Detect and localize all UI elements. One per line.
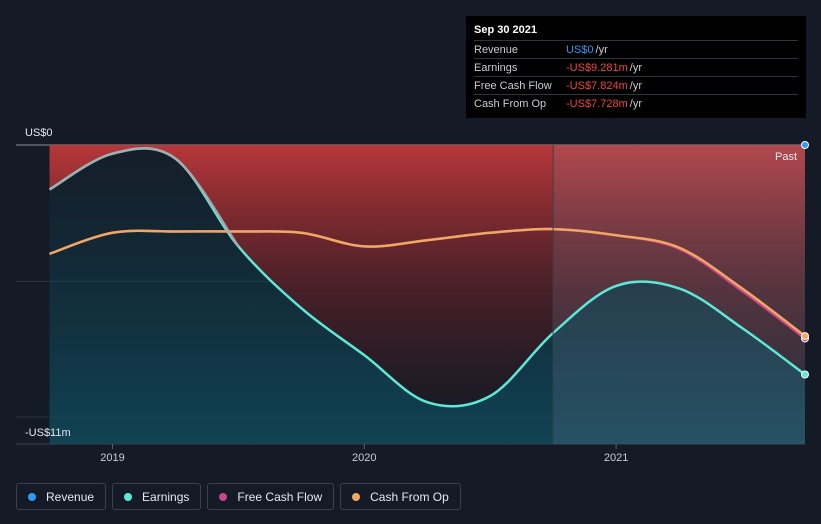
x-tick-label: 2019 [100,452,124,464]
tooltip-row-label: Cash From Op [474,97,547,110]
chart-areas [49,145,806,444]
legend-dot-icon [219,492,228,501]
tooltip-row-value: -US$9.281m [566,61,628,74]
earnings-loss-area [49,145,806,407]
legend-dot-icon [124,492,133,501]
past-highlight-region [553,145,805,444]
tooltip-row-label: Earnings [474,61,518,74]
tooltip-date: Sep 30 2021 [474,24,537,36]
earnings-line-early [48,147,240,248]
earnings-below-area [49,148,806,444]
axis-ticks: US$0 -US$11m 2019 2020 2021 [25,127,628,464]
x-tick-label: 2021 [604,452,628,464]
tooltip-row-label: Revenue [474,43,519,56]
tooltip-row-value: US$0 [566,43,594,56]
legend-label: Cash From Op [370,489,449,504]
y-tick-label: -US$11m [25,427,71,439]
tooltip-row-unit: /yr [629,79,642,92]
legend-item-free-cash-flow[interactable]: Free Cash Flow [207,483,335,510]
cash-from-op-line [49,227,806,338]
tooltip-row: Free Cash Flow -US$7.824m/yr [474,76,798,94]
chart-legend: Revenue Earnings Free Cash Flow Cash From O… [16,483,461,510]
legend-label: Earnings [142,489,190,504]
y-tick-label: US$0 [25,127,53,139]
legend-dot-icon [352,492,361,501]
legend-label: Revenue [46,489,95,504]
past-label: Past [775,151,797,163]
tooltip-row-value: -US$7.728m [566,97,628,110]
data-tooltip: Sep 30 2021 Revenue US$0/yr Earnings -US$9.… [466,16,806,118]
legend-dot-icon [28,492,36,501]
tooltip-row-unit: /yr [629,61,642,74]
legend-item-revenue[interactable]: Revenue [16,483,107,510]
tooltip-row: Cash From Op -US$7.728m/yr [474,94,798,112]
tooltip-row-value: -US$7.824m [566,79,628,92]
cash-from-op-end-point [801,332,809,341]
earnings-end-point [801,370,809,379]
legend-label: Free Cash Flow [237,489,323,504]
tooltip-row: Earnings -US$9.281m/yr [474,58,798,76]
series-lines [48,141,809,408]
tooltip-row-unit: /yr [595,43,608,56]
tooltip-row-unit: /yr [629,97,642,110]
legend-item-earnings[interactable]: Earnings [112,483,202,510]
legend-item-cash-from-op[interactable]: Cash From Op [340,483,461,510]
x-tick-label: 2020 [352,452,376,464]
tooltip-row: Revenue US$0/yr [474,40,798,58]
tooltip-row-label: Free Cash Flow [474,79,552,92]
revenue-end-point [801,141,809,149]
